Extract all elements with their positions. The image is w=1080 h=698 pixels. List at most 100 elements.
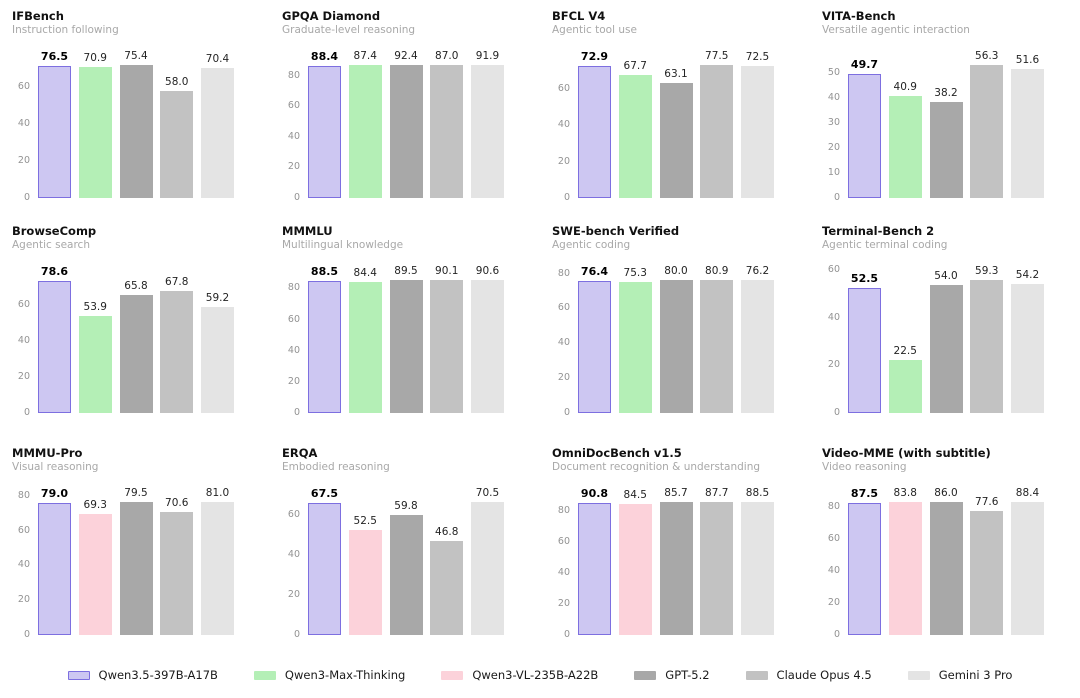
bar-gpt-5-2 xyxy=(929,502,963,635)
bar-qwen3-max-thinking xyxy=(78,316,112,413)
bar-gpt-5-2 xyxy=(929,102,963,198)
bar-gemini-3-pro xyxy=(741,66,774,198)
y-axis-tick: 60 xyxy=(17,299,30,311)
bar-value-label: 87.0 xyxy=(435,50,459,63)
bar-claude-opus-4-5 xyxy=(700,502,734,635)
y-axis-tick: 0 xyxy=(23,407,30,418)
bar-gemini-3-pro xyxy=(741,280,774,413)
bar-gemini-3-pro xyxy=(741,502,774,635)
plot-area: 0 20 40 60 76.5 70.9 75.4 58.0 70.4 xyxy=(18,50,234,203)
chart-subtitle: Agentic coding xyxy=(552,239,631,251)
bar-claude-opus-4-5 xyxy=(970,65,1004,198)
bars-group: 88.5 84.4 89.5 90.1 90.6 xyxy=(308,265,504,413)
legend-label: Gemini 3 Pro xyxy=(938,668,1013,682)
bar-gemini-3-pro xyxy=(1011,68,1044,198)
bar-value-label: 83.8 xyxy=(893,487,917,499)
bar-value-label: 86.0 xyxy=(934,487,958,499)
bar-claude-opus-4-5 xyxy=(430,280,464,413)
y-axis-tick: 40 xyxy=(557,119,570,131)
y-axis-tick: 20 xyxy=(557,372,570,384)
chart-title: GPQA Diamond xyxy=(282,9,381,23)
bar-value-label: 52.5 xyxy=(353,515,377,527)
bar-group-qwen3-max-thinking: 75.3 xyxy=(618,265,652,413)
chart-subtitle: Agentic tool use xyxy=(552,24,637,36)
bar-group-claude-opus-4-5: 90.1 xyxy=(430,265,464,413)
bar-value-label: 69.3 xyxy=(83,499,107,512)
legend-swatch xyxy=(634,670,657,680)
chart-subtitle: Agentic search xyxy=(12,239,90,251)
bar-value-label: 56.3 xyxy=(975,50,999,62)
bar-value-label: 75.4 xyxy=(124,50,148,62)
chart-subtitle: Agentic terminal coding xyxy=(822,239,948,251)
chart-title: MMMU-Pro xyxy=(12,446,83,460)
y-axis-tick: 80 xyxy=(557,504,570,516)
y-axis-tick: 0 xyxy=(293,192,300,203)
legend-swatch xyxy=(67,670,90,680)
bar-group-qwen3-vl-235b-a22b: 83.8 xyxy=(888,487,922,635)
bar-group-qwen3-5-397b-a17b: 52.5 xyxy=(848,265,881,413)
legend-label: Claude Opus 4.5 xyxy=(776,668,872,682)
bar-group-gemini-3-pro: 76.2 xyxy=(741,265,774,413)
y-axis-tick: 20 xyxy=(827,359,840,371)
bar-claude-opus-4-5 xyxy=(700,65,734,198)
bar-value-label: 85.7 xyxy=(664,487,688,499)
plot-area: 0 20 40 60 52.5 22.5 54.0 59.3 54.2 xyxy=(828,264,1044,418)
chart-title: Terminal-Bench 2 xyxy=(822,224,935,238)
chart-title: BrowseComp xyxy=(12,224,97,238)
chart-title: MMMLU xyxy=(282,224,333,238)
bar-gemini-3-pro xyxy=(201,502,234,635)
chart-vita-bench: VITA-Bench Versatile agentic interaction 0… xyxy=(810,0,1080,215)
bar-value-label: 59.2 xyxy=(205,291,230,304)
bar-qwen3-max-thinking xyxy=(888,95,922,198)
bar-claude-opus-4-5 xyxy=(700,280,734,413)
bar-claude-opus-4-5 xyxy=(970,511,1004,635)
bar-gemini-3-pro xyxy=(201,306,234,413)
bar-value-label: 51.6 xyxy=(1015,53,1040,66)
bar-qwen3-5-397b-a17b xyxy=(38,281,71,413)
y-axis-tick: 0 xyxy=(833,192,840,203)
bar-qwen3-max-thinking xyxy=(888,359,922,413)
bar-claude-opus-4-5 xyxy=(970,280,1004,413)
bar-qwen3-5-397b-a17b xyxy=(578,66,611,198)
bar-claude-opus-4-5 xyxy=(160,512,194,635)
bar-value-label: 70.4 xyxy=(205,53,230,66)
bar-group-claude-opus-4-5: 56.3 xyxy=(970,50,1004,198)
y-axis-tick: 60 xyxy=(287,313,300,325)
bar-group-qwen3-max-thinking: 84.4 xyxy=(348,265,382,413)
plot-area: 0 20 40 60 72.9 67.7 63.1 77.5 72.5 xyxy=(558,50,774,203)
bar-qwen3-5-397b-a17b xyxy=(578,503,611,635)
bar-qwen3-max-thinking xyxy=(618,281,652,413)
bar-value-label: 87.5 xyxy=(850,487,879,500)
bar-value-label: 70.9 xyxy=(83,52,107,65)
bar-group-qwen3-max-thinking: 22.5 xyxy=(888,265,922,413)
plot-area: 0 20 40 60 80 88.5 84.4 89.5 90.1 90.6 xyxy=(288,265,504,418)
bar-group-claude-opus-4-5: 46.8 xyxy=(430,487,464,635)
bar-value-label: 59.8 xyxy=(394,500,418,513)
bar-value-label: 76.5 xyxy=(40,50,69,63)
bar-group-claude-opus-4-5: 87.0 xyxy=(430,50,464,198)
bar-value-label: 78.6 xyxy=(40,265,69,278)
y-axis-tick: 60 xyxy=(287,509,300,520)
chart-title: VITA-Bench xyxy=(822,9,896,23)
bar-qwen3-vl-235b-a22b xyxy=(348,530,382,635)
bar-group-qwen3-5-397b-a17b: 79.0 xyxy=(38,487,71,635)
y-axis-tick: 20 xyxy=(287,161,300,173)
bar-group-claude-opus-4-5: 58.0 xyxy=(160,50,194,198)
bar-group-gpt-5-2: 59.8 xyxy=(389,487,423,635)
bar-group-gpt-5-2: 54.0 xyxy=(929,265,963,413)
bar-group-gpt-5-2: 79.5 xyxy=(119,487,153,635)
legend-item-gpt-5-2: GPT-5.2 xyxy=(634,668,710,682)
bar-qwen3-max-thinking xyxy=(348,281,382,413)
bar-value-label: 52.5 xyxy=(850,272,879,286)
plot-area: 0 20 40 60 78.6 53.9 65.8 67.8 59.2 xyxy=(18,265,234,418)
bar-group-gpt-5-2: 75.4 xyxy=(119,50,153,198)
legend-swatch xyxy=(441,670,464,680)
chart-bfcl-v4: BFCL V4 Agentic tool use 0 20 40 60 72.9 67.7 63… xyxy=(540,0,810,215)
y-axis-tick: 40 xyxy=(17,118,30,130)
chart-subtitle: Document recognition & understanding xyxy=(552,461,761,473)
bar-value-label: 87.7 xyxy=(705,487,729,499)
bar-group-qwen3-5-397b-a17b: 76.5 xyxy=(38,50,71,198)
bar-gemini-3-pro xyxy=(1011,502,1044,635)
y-axis-tick: 20 xyxy=(557,597,570,609)
bar-group-claude-opus-4-5: 59.3 xyxy=(970,265,1004,413)
